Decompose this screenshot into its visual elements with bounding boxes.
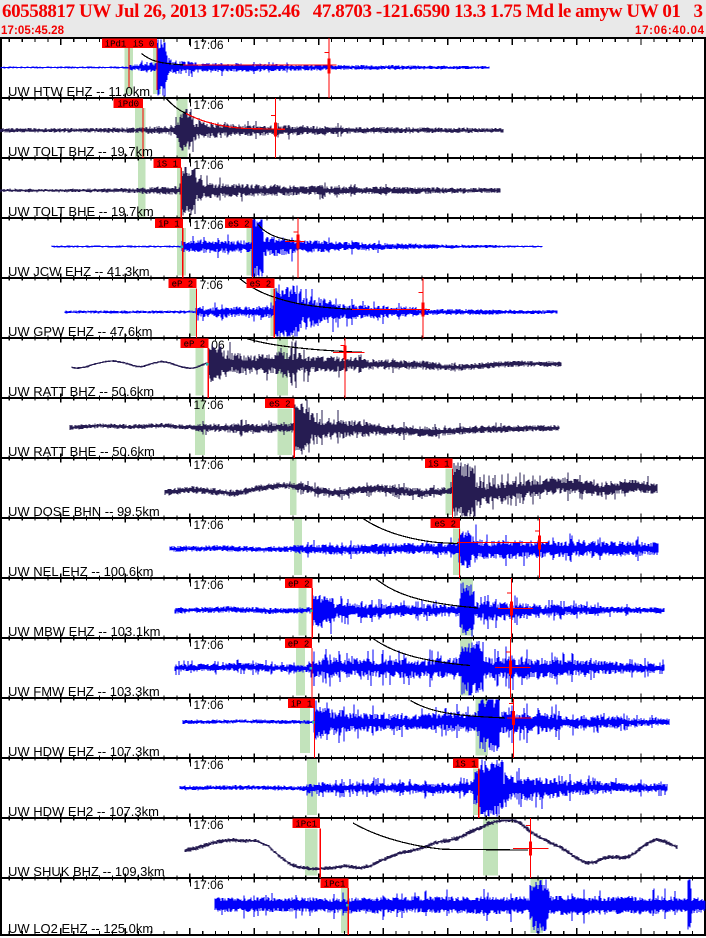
- svg-text:UW DOSE BHN -- 99.5km: UW DOSE BHN -- 99.5km: [8, 504, 160, 519]
- svg-text:17:06: 17:06: [194, 698, 224, 712]
- svg-text:iPd0: iPd0: [117, 99, 139, 109]
- svg-text:iP 1: iP 1: [158, 219, 180, 229]
- svg-text:17:06: 17:06: [194, 818, 224, 832]
- svg-text:17:06: 17:06: [194, 398, 224, 412]
- svg-text:eP 2: eP 2: [184, 339, 206, 349]
- svg-text:UW JCW EHZ -- 41.3km: UW JCW EHZ -- 41.3km: [8, 264, 150, 279]
- svg-text:UW MBW EHZ -- 103.1km: UW MBW EHZ -- 103.1km: [8, 624, 160, 639]
- svg-text:iP 1: iP 1: [291, 699, 313, 709]
- svg-text:UW RATT BHZ -- 50.6km: UW RATT BHZ -- 50.6km: [8, 384, 154, 399]
- svg-text:eP 2: eP 2: [172, 279, 194, 289]
- svg-text:17:05:45.28: 17:05:45.28: [1, 25, 65, 37]
- svg-text:iS 1: iS 1: [455, 759, 477, 769]
- svg-text:eS 2: eS 2: [269, 399, 291, 409]
- svg-text:17:06: 17:06: [194, 578, 224, 592]
- svg-text:17:06: 17:06: [194, 878, 224, 892]
- svg-text:eS 2: eS 2: [434, 519, 456, 529]
- svg-text:17:06: 17:06: [194, 638, 224, 652]
- svg-text:17:06: 17:06: [194, 518, 224, 532]
- svg-text:iS 1: iS 1: [156, 159, 178, 169]
- svg-text:17:06: 17:06: [194, 38, 224, 52]
- svg-text:UW GPW EHZ -- 47.6km: UW GPW EHZ -- 47.6km: [8, 324, 152, 339]
- svg-text:60558817 UW Jul 26, 2013 17:05: 60558817 UW Jul 26, 2013 17:05:52.46 47.…: [2, 1, 703, 22]
- svg-text:17:06: 17:06: [194, 158, 224, 172]
- svg-text:UW TOLT BHZ -- 19.7km: UW TOLT BHZ -- 19.7km: [8, 144, 153, 159]
- svg-text:UW TOLT BHE -- 19.7km: UW TOLT BHE -- 19.7km: [8, 204, 154, 219]
- svg-text:UW RATT BHE -- 50.6km: UW RATT BHE -- 50.6km: [8, 444, 155, 459]
- svg-text:iS 1: iS 1: [428, 459, 450, 469]
- svg-text:UW LO2 EHZ -- 125.0km: UW LO2 EHZ -- 125.0km: [8, 921, 153, 936]
- svg-text:17:06: 17:06: [194, 218, 224, 232]
- svg-text:UW NEL EHZ -- 100.6km: UW NEL EHZ -- 100.6km: [8, 564, 153, 579]
- svg-text:17:06: 17:06: [194, 98, 224, 112]
- svg-text:iS 0: iS 0: [133, 39, 155, 49]
- svg-text:UW HDW EH2 -- 107.3km: UW HDW EH2 -- 107.3km: [8, 804, 159, 819]
- svg-text:17:06: 17:06: [194, 758, 224, 772]
- svg-text:17:06: 17:06: [194, 458, 224, 472]
- svg-text:iPc1: iPc1: [295, 819, 317, 829]
- svg-text:eP 2: eP 2: [288, 579, 310, 589]
- svg-text:eS 2: eS 2: [250, 279, 272, 289]
- svg-text:17:06:40.04: 17:06:40.04: [635, 25, 705, 37]
- svg-text:iPd1: iPd1: [105, 39, 127, 49]
- svg-text:UW HDW EHZ -- 107.3km: UW HDW EHZ -- 107.3km: [8, 744, 160, 759]
- svg-text:iPc1: iPc1: [324, 879, 346, 889]
- svg-text:UW HTW EHZ -- 11.0km: UW HTW EHZ -- 11.0km: [8, 84, 150, 99]
- svg-text:UW SHUK BHZ -- 109.3km: UW SHUK BHZ -- 109.3km: [8, 864, 165, 879]
- svg-text:eS 2: eS 2: [228, 219, 250, 229]
- svg-text:UW FMW EHZ -- 103.3km: UW FMW EHZ -- 103.3km: [8, 684, 160, 699]
- svg-text:7:06: 7:06: [200, 278, 224, 292]
- svg-text:eP 2: eP 2: [288, 639, 310, 649]
